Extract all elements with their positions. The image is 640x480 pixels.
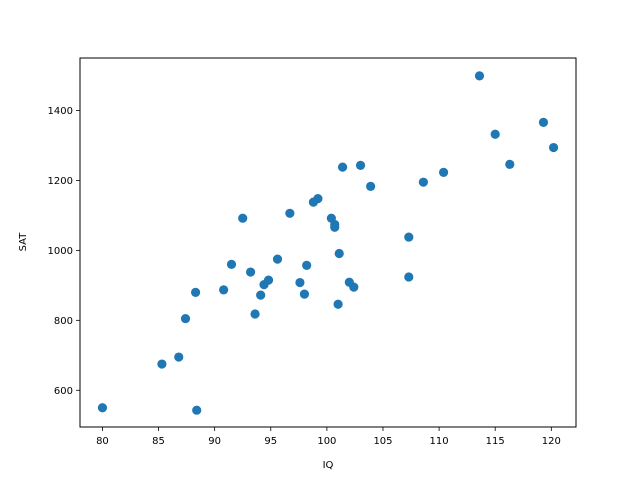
data-point	[302, 260, 312, 271]
y-tick-label: 1000	[48, 246, 73, 257]
y-tick-label: 1400	[48, 106, 73, 117]
y-axis-label: SAT	[18, 232, 29, 252]
x-tick-label: 105	[373, 436, 392, 447]
data-points	[97, 71, 559, 415]
data-point	[355, 160, 366, 170]
data-point	[474, 71, 485, 81]
data-point	[295, 277, 305, 288]
data-point	[238, 213, 248, 223]
y-tick-label: 800	[54, 316, 73, 327]
data-point	[334, 248, 344, 259]
data-point	[404, 272, 414, 282]
data-point	[299, 289, 310, 299]
data-point	[438, 167, 449, 177]
data-point	[226, 259, 237, 269]
data-point	[349, 282, 359, 292]
data-point	[97, 403, 108, 413]
data-point	[418, 177, 428, 187]
y-axis-ticks: 600 800 1000 1200 1400	[48, 106, 80, 397]
y-tick-label: 600	[54, 386, 73, 397]
data-point	[548, 142, 559, 153]
data-point	[538, 117, 549, 127]
data-point	[256, 290, 266, 300]
x-tick-label: 100	[317, 436, 336, 447]
data-point	[192, 405, 202, 415]
x-tick-label: 80	[96, 436, 109, 447]
x-axis-ticks: 80 85 90 95 100 105 110 115 120	[96, 427, 561, 447]
data-point	[285, 208, 295, 218]
data-point	[263, 275, 274, 285]
data-point	[330, 219, 340, 230]
data-point	[219, 285, 229, 295]
data-point	[180, 313, 191, 324]
x-tick-label: 85	[152, 436, 165, 447]
data-point	[505, 159, 515, 169]
data-point	[366, 181, 376, 191]
data-point	[313, 194, 323, 204]
data-point	[174, 352, 184, 362]
data-point	[337, 162, 348, 172]
x-tick-label: 115	[486, 436, 505, 447]
x-tick-label: 90	[208, 436, 221, 447]
data-point	[245, 267, 256, 277]
x-tick-label: 120	[542, 436, 561, 447]
data-point	[490, 129, 500, 139]
x-axis-label: IQ	[323, 460, 334, 471]
plot-frame	[79, 57, 577, 428]
data-point	[250, 309, 260, 319]
x-tick-label: 95	[264, 436, 277, 447]
data-point	[157, 359, 167, 369]
data-point	[272, 254, 283, 264]
y-tick-label: 1200	[48, 176, 73, 187]
data-point	[333, 299, 343, 309]
x-tick-label: 110	[430, 436, 449, 447]
data-point	[404, 232, 414, 242]
data-point	[190, 287, 201, 297]
